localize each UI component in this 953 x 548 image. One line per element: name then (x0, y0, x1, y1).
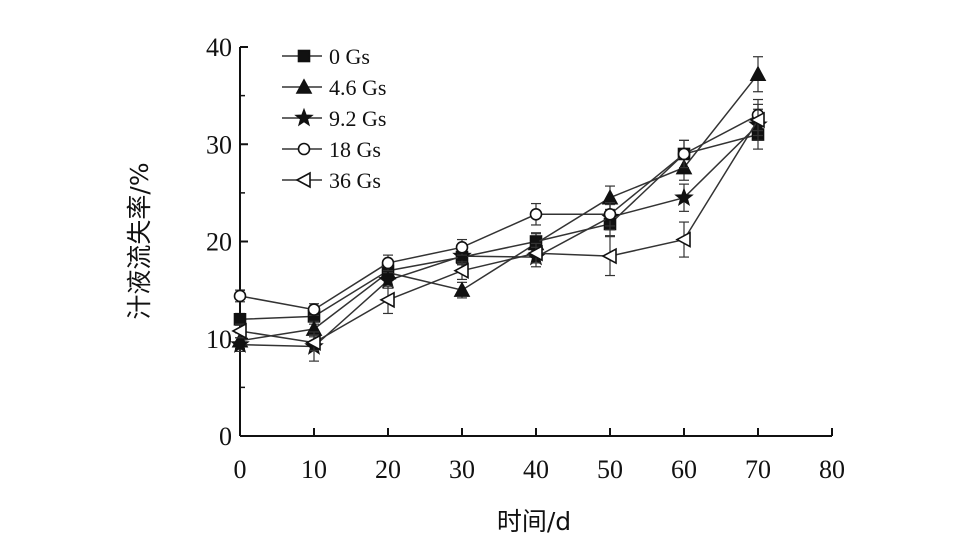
legend-marker (295, 171, 311, 189)
data-point (305, 334, 321, 351)
data-point (601, 189, 619, 205)
data-point (675, 231, 691, 248)
y-tick-label: 20 (206, 228, 232, 257)
data-point (453, 262, 469, 280)
data-point (230, 334, 250, 353)
data-point (455, 241, 469, 254)
series-line (239, 73, 759, 342)
x-tick-label: 50 (597, 455, 623, 484)
series-line (239, 119, 759, 344)
legend-marker (295, 78, 313, 94)
legend-item: 36 Gs (282, 168, 381, 193)
legend-label: 18 Gs (329, 137, 381, 162)
legend-item: 9.2 Gs (282, 106, 386, 131)
legend-item: 18 Gs (282, 137, 381, 162)
legend-label: 0 Gs (329, 44, 370, 69)
x-tick-label: 30 (449, 455, 475, 484)
data-point (527, 244, 543, 262)
data-point (231, 322, 247, 340)
legend-label: 9.2 Gs (329, 106, 386, 131)
y-tick-label: 40 (206, 33, 232, 62)
data-point (674, 187, 694, 207)
axis-ticks: 0 10 20 30 40 50 60 70 80 0 10 20 30 40 (206, 33, 845, 484)
x-tick-label: 20 (375, 455, 401, 484)
x-tick-label: 60 (671, 455, 697, 484)
x-tick-label: 80 (819, 455, 845, 484)
data-point (233, 312, 247, 326)
legend-item: 0 Gs (282, 44, 370, 69)
x-axis-label: 时间/d (497, 507, 571, 536)
x-tick-label: 40 (523, 455, 549, 484)
data-point (603, 207, 617, 221)
data-point (749, 65, 767, 82)
data-point (749, 111, 765, 129)
x-tick-label: 0 (234, 455, 247, 484)
y-tick-label: 10 (206, 325, 232, 354)
legend: 0 Gs 4.6 Gs 9.2 Gs 18 Gs 36 Gs (282, 44, 386, 193)
data-point (233, 289, 247, 303)
legend-item: 4.6 Gs (282, 75, 386, 100)
legend-marker (297, 142, 311, 156)
legend-label: 36 Gs (329, 168, 381, 193)
data-point (381, 256, 395, 270)
y-axis-label: 汁液流失率/% (125, 162, 154, 319)
series-layer (230, 56, 768, 362)
data-point (379, 291, 395, 309)
series-line (239, 133, 759, 321)
series-3 (233, 98, 765, 317)
y-tick-label: 0 (219, 422, 232, 451)
data-point (677, 147, 691, 161)
series-4 (231, 103, 765, 352)
x-tick-label: 10 (301, 455, 327, 484)
x-tick-label: 70 (745, 455, 771, 484)
data-point (601, 247, 617, 265)
data-point (453, 281, 471, 297)
legend-marker (297, 49, 311, 63)
legend-marker (294, 107, 314, 127)
data-point (529, 207, 543, 221)
data-point (378, 270, 398, 289)
legend-label: 4.6 Gs (329, 75, 386, 100)
series-line (239, 114, 759, 311)
y-tick-label: 30 (206, 130, 232, 159)
data-point (307, 303, 321, 316)
